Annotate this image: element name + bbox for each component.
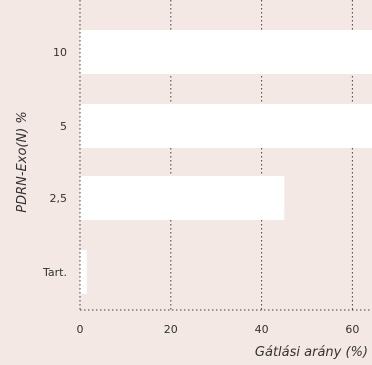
y-tick-label: 10 — [53, 46, 67, 59]
y-tick-label: 5 — [60, 120, 67, 133]
bars — [80, 30, 372, 294]
bar — [80, 250, 87, 294]
y-tick-labels: 10 5 2,5 Tart. — [42, 46, 67, 279]
bar — [80, 30, 372, 74]
x-tick-label: 20 — [164, 323, 178, 336]
x-tick-label: 40 — [255, 323, 269, 336]
x-tick-labels: 0 20 40 60 — [77, 323, 360, 336]
x-axis-title: Gátlási arány (%) — [255, 345, 368, 360]
bar — [80, 104, 372, 148]
y-axis-title: PDRN-Exo(N) % — [15, 111, 30, 213]
y-tick-label: 2,5 — [50, 192, 68, 205]
x-tick-label: 60 — [345, 323, 359, 336]
bar — [80, 176, 285, 220]
x-tick-label: 0 — [77, 323, 84, 336]
y-tick-label: Tart. — [42, 266, 67, 279]
